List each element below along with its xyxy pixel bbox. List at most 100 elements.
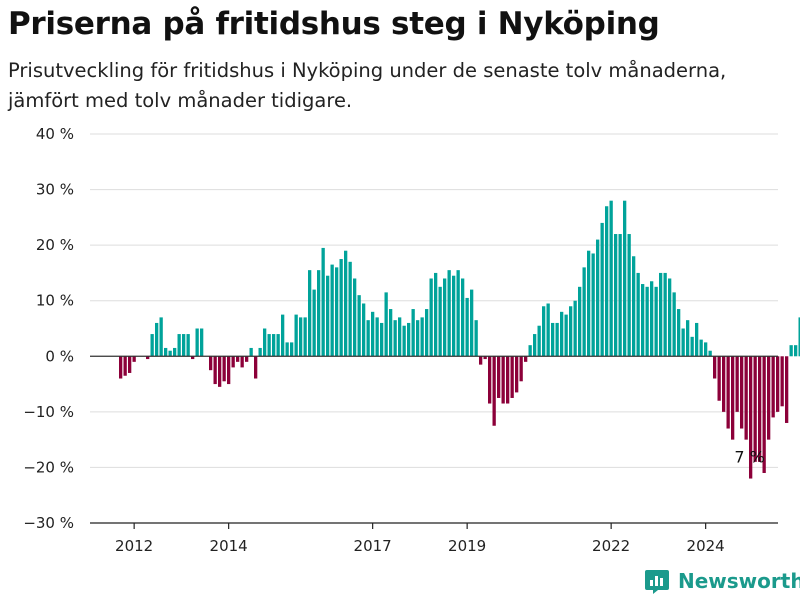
bar (312, 289, 316, 357)
bar (362, 303, 366, 357)
brand-logo[interactable]: Newsworthy (644, 568, 800, 594)
chart-title: Priserna på fritidshus steg i Nyköping (8, 6, 660, 42)
bar (231, 356, 235, 368)
bar (335, 267, 339, 357)
bar (650, 281, 654, 357)
bar (303, 317, 307, 357)
bar (195, 328, 199, 357)
bar (483, 356, 487, 360)
bar (429, 278, 433, 357)
bar (569, 306, 573, 357)
bar (749, 356, 753, 479)
bar (132, 356, 136, 362)
bar (605, 206, 609, 357)
bar (785, 356, 789, 423)
bar (353, 278, 357, 357)
bar (488, 356, 492, 404)
bar (339, 259, 343, 357)
bar (416, 320, 420, 357)
bar (420, 317, 424, 357)
bar (425, 309, 429, 357)
bar (672, 292, 676, 357)
bar (411, 309, 415, 357)
bar (375, 317, 379, 357)
y-tick-label: 10 % (36, 292, 74, 310)
bar (249, 347, 253, 357)
bar (560, 311, 564, 357)
x-tick-label: 2012 (115, 537, 153, 555)
bar (326, 275, 330, 357)
bar (393, 320, 397, 357)
bar (695, 322, 699, 357)
bar (681, 328, 685, 357)
bar (227, 356, 231, 385)
bar (551, 322, 555, 357)
bar (596, 239, 600, 357)
x-tick-label: 2014 (210, 537, 248, 555)
y-axis-labels: 40 % 30 % 20 % 10 % 0 % −10 % −20 % −30 % (23, 125, 74, 532)
bar (704, 342, 708, 357)
bar (735, 356, 739, 412)
bar (470, 289, 474, 357)
bar (758, 356, 762, 462)
bar (384, 292, 388, 357)
bar (663, 272, 667, 357)
bar (708, 350, 712, 357)
bar (299, 317, 303, 357)
newsworthy-chart-logo-icon (645, 570, 669, 594)
bar (380, 322, 384, 357)
bar (456, 270, 460, 357)
bar (740, 356, 744, 429)
bar (573, 300, 577, 357)
bar (794, 345, 798, 357)
bar (632, 256, 636, 357)
bar (713, 356, 717, 379)
bar (276, 334, 280, 357)
bar (177, 334, 181, 357)
bars (119, 200, 800, 479)
bar (515, 356, 519, 393)
bar (537, 325, 541, 357)
bar (272, 334, 276, 357)
x-tick-label: 2022 (592, 537, 630, 555)
bar (533, 334, 537, 357)
bar (119, 356, 123, 379)
x-tick-label: 2024 (687, 537, 725, 555)
bar (452, 275, 456, 357)
bar (159, 317, 163, 357)
bar (771, 356, 775, 418)
bar (294, 314, 298, 357)
bar (402, 325, 406, 357)
bar (240, 356, 244, 368)
bar (636, 272, 640, 357)
x-tick-label: 2019 (448, 537, 486, 555)
bar (789, 345, 793, 357)
bar (218, 356, 222, 387)
bar (587, 250, 591, 357)
bar (798, 317, 800, 357)
bar (281, 314, 285, 357)
bar (690, 336, 694, 357)
y-tick-label: 40 % (36, 125, 74, 143)
bar (389, 309, 393, 357)
bar (578, 286, 582, 357)
bar (263, 328, 267, 357)
bar (285, 342, 289, 357)
bar (641, 284, 645, 357)
bar (434, 272, 438, 357)
bar (591, 253, 595, 357)
y-tick-label: −20 % (23, 458, 74, 476)
bar (753, 356, 757, 462)
bar (519, 356, 523, 382)
bar (123, 356, 127, 376)
y-tick-label: −30 % (23, 514, 74, 532)
bar (317, 270, 321, 357)
bar (654, 286, 658, 357)
bar (627, 234, 631, 357)
bar (510, 356, 514, 398)
bar (659, 272, 663, 357)
bar (762, 356, 766, 473)
bar (222, 356, 226, 382)
bar (182, 334, 186, 357)
bar (128, 356, 132, 373)
